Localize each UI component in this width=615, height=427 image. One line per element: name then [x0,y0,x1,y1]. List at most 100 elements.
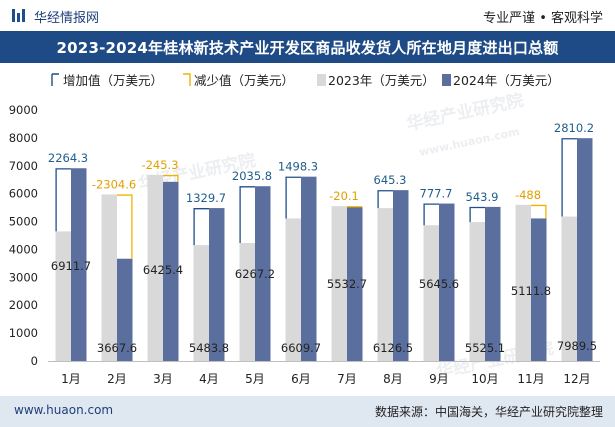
bar-2023 [377,208,393,361]
legend-swatch-2024 [442,74,451,86]
bar-2023 [239,242,255,361]
value-label-2024: 5525.1 [465,341,505,355]
increase-bracket [285,176,301,219]
increase-label: 1498.3 [278,160,318,174]
bar-2023 [147,174,163,361]
bar-2024 [347,206,363,361]
x-tick-label: 3月 [153,372,173,386]
bar-2023 [331,206,347,361]
increase-bracket [423,203,439,226]
value-label-2024: 7989.5 [557,339,597,353]
top-bar: 华经情报网 专业严谨 • 客观科学 [0,0,615,30]
y-tick-label: 9000 [9,103,38,117]
value-label-2024: 5111.8 [511,284,551,298]
y-tick-label: 1000 [9,326,38,340]
x-tick-label: 2月 [107,372,127,386]
value-label-2024: 6911.7 [51,259,91,273]
value-label-2024: 6267.2 [235,267,275,281]
bar-2023 [561,216,577,361]
x-tick-label: 10月 [471,372,498,386]
y-tick-label: 5000 [9,215,38,229]
x-tick-label: 6月 [291,372,311,386]
bar-2024 [531,218,547,361]
x-tick-label: 1月 [61,372,81,386]
legend-swatch-2023 [317,74,326,86]
x-tick-label: 4月 [199,372,219,386]
value-label-2024: 5483.8 [189,341,229,355]
decrease-label: -245.3 [141,158,178,172]
y-tick-label: 8000 [9,131,38,145]
y-tick-label: 3000 [9,270,38,284]
x-tick-label: 5月 [245,372,265,386]
y-tick-label: 2000 [9,298,38,312]
y-tick-label: 7000 [9,159,38,173]
title-bar: 2023-2024年桂林新技术产业开发区商品收发货人所在地月度进出口总额 [0,31,615,63]
bar-2024 [439,203,455,361]
value-label-2024: 5532.7 [327,277,367,291]
bar-2024 [255,186,271,361]
decrease-label: -2304.6 [92,177,136,191]
bar-2024 [117,258,133,361]
decrease-bracket [117,194,133,259]
bar-2023 [193,245,209,361]
value-label-2024: 6126.5 [373,341,413,355]
increase-label: 1329.7 [186,191,226,205]
chart: 华经产业研究院www.huaon.com华经产业研究院华经产业研究院增加值（万美… [9,73,600,386]
value-label-2024: 3667.6 [97,341,137,355]
increase-bracket [55,168,71,232]
bar-2023 [101,194,117,361]
decrease-bracket [531,204,547,219]
increase-bracket [561,138,577,217]
x-tick-label: 7月 [337,372,357,386]
bar-2024 [301,176,317,361]
bar-2023 [285,218,301,361]
bar-2023 [423,225,439,361]
bar-2023 [515,204,531,361]
increase-bracket [469,206,485,223]
increase-label: 2035.8 [232,169,272,183]
x-tick-label: 9月 [429,372,449,386]
increase-label: 543.9 [466,190,499,204]
x-tick-label: 11月 [517,372,544,386]
increase-bracket [377,190,393,209]
decrease-label: -20.1 [329,189,359,203]
value-label-2024: 5645.6 [419,277,459,291]
value-label-2024: 6609.7 [281,341,321,355]
bar-2024 [163,181,179,361]
chart-title: 2023-2024年桂林新技术产业开发区商品收发货人所在地月度进出口总额 [56,39,559,57]
logo-icon [12,9,28,22]
value-label-2024: 6425.4 [143,263,183,277]
decrease-label: -488 [515,188,541,202]
increase-label: 2810.2 [554,121,594,135]
x-tick-label: 12月 [563,372,590,386]
legend-label: 增加值（万美元） [63,73,163,88]
y-tick-label: 0 [31,354,38,368]
legend-label: 2023年（万美元） [328,73,435,88]
y-tick-label: 4000 [9,242,38,256]
data-source: 数据来源：中国海关，华经产业研究院整理 [374,405,603,419]
website-link[interactable]: www.huaon.com [14,403,114,417]
x-tick-label: 8月 [383,372,403,386]
bar-2024 [209,208,225,361]
y-tick-label: 6000 [9,187,38,201]
decrease-bracket [163,174,179,182]
bar-2024 [393,190,409,361]
legend-label: 减少值（万美元） [194,73,294,88]
bar-2024 [71,168,87,361]
increase-label: 2264.3 [48,151,88,165]
increase-bracket [193,208,209,246]
bar-2023 [55,231,71,361]
brand-name: 华经情报网 [34,11,100,26]
watermark-url: www.huaon.com [418,125,521,159]
legend-swatch-decrease [183,73,191,86]
footer-bar: www.huaon.com 数据来源：中国海关，华经产业研究院整理 [0,396,615,427]
bar-2024 [485,206,501,361]
tagline: 专业严谨 • 客观科学 [483,11,603,26]
increase-label: 645.3 [374,173,407,187]
legend-swatch-increase [51,73,59,86]
increase-bracket [239,186,255,243]
legend-label: 2024年（万美元） [453,73,560,88]
bar-2024 [577,138,593,361]
bar-2023 [469,222,485,361]
increase-label: 777.7 [420,187,453,201]
